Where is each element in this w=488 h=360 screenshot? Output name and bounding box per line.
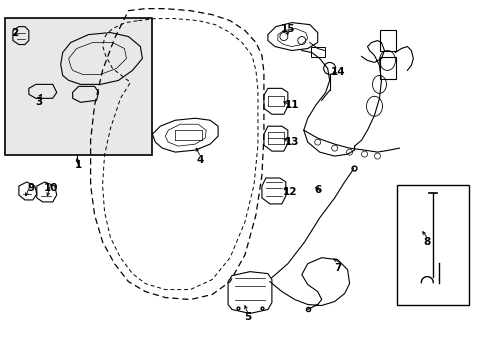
Text: 7: 7 (333, 263, 341, 273)
Text: 11: 11 (284, 100, 299, 110)
Bar (397, 185, 468, 305)
Text: 10: 10 (43, 183, 58, 193)
Text: 2: 2 (11, 28, 19, 37)
Text: 12: 12 (282, 187, 297, 197)
Text: 14: 14 (330, 67, 344, 77)
Bar (5, 18, 152, 155)
Text: 4: 4 (196, 155, 203, 165)
Text: 3: 3 (35, 97, 42, 107)
Text: 1: 1 (75, 160, 82, 170)
Text: 13: 13 (284, 137, 299, 147)
Text: 15: 15 (280, 24, 294, 33)
Text: 6: 6 (313, 185, 321, 195)
Text: 8: 8 (423, 237, 430, 247)
Text: 5: 5 (244, 312, 251, 323)
Text: 9: 9 (27, 183, 34, 193)
